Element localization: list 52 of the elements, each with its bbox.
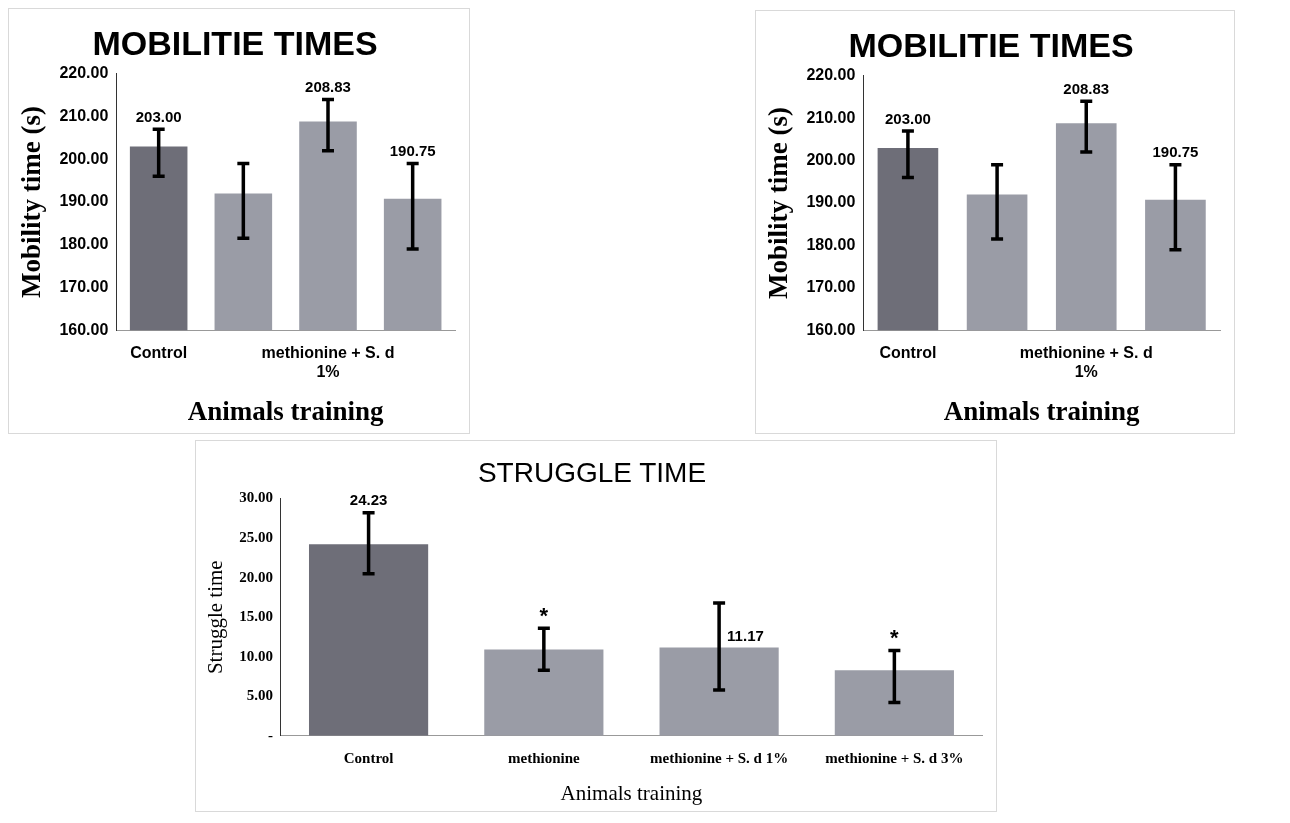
chart-title: MOBILITIE TIMES [92,23,378,62]
data-label: 190.75 [1152,143,1199,161]
x-axis-title: Animals training [187,395,385,426]
y-axis-title: Struggle time [203,560,228,675]
data-label: * [890,625,900,651]
y-tick-label: 220.00 [59,64,109,82]
y-tick-label: 180.00 [806,235,856,253]
x-tick-label: methionine + S. d 1% [1019,344,1153,381]
chart-title: STRUGGLE TIME [477,456,707,488]
y-tick-label: 190.00 [806,193,856,211]
y-tick-label: 210.00 [806,108,856,126]
y-tick-label: - [267,726,273,743]
bar [484,649,604,736]
y-tick-label: 210.00 [59,106,109,124]
x-tick-label: Control [343,749,394,766]
x-tick-label: Control [130,344,188,362]
bar [834,670,954,736]
bar [308,544,429,736]
x-axis-title: Animals training [943,395,1141,426]
y-tick-label: 200.00 [806,151,856,169]
chart-title: MOBILITIE TIMES [848,25,1134,64]
y-tick-label: 200.00 [59,149,109,167]
x-tick-label: methionine [508,749,581,766]
bar [659,647,779,736]
y-axis-title: Mobility time (s) [16,106,47,298]
x-axis-title: Animals training [560,780,703,805]
data-label: 208.83 [305,78,351,96]
y-tick-label: 190.00 [59,192,109,210]
y-tick-label: 10.00 [239,647,273,664]
y-tick-label: 160.00 [59,320,109,338]
data-label: 11.17 [727,627,764,645]
data-label: 203.00 [135,107,182,125]
y-tick-label: 15.00 [239,608,273,625]
x-tick-label: methionine + S. d 3% [825,749,964,766]
data-label: * [539,603,549,629]
y-tick-label: 20.00 [239,568,273,585]
y-tick-label: 25.00 [239,529,273,546]
y-tick-label: 160.00 [806,320,856,338]
y-tick-label: 220.00 [806,66,856,84]
x-tick-label: methionine + S. d 1% [650,749,789,766]
y-tick-label: 30.00 [239,489,273,506]
y-tick-label: 170.00 [806,278,856,296]
y-axis-title: Mobility time (s) [763,107,794,299]
data-label: 203.00 [884,109,931,127]
y-tick-label: 170.00 [59,277,109,295]
data-label: 24.23 [349,491,388,509]
data-label: 208.83 [1063,79,1110,97]
y-tick-label: 180.00 [59,235,109,253]
x-tick-label: Control [879,344,937,362]
y-tick-label: 5.00 [246,687,273,704]
data-label: 190.75 [389,142,436,160]
x-tick-label: methionine + S. d 1% [261,344,395,381]
